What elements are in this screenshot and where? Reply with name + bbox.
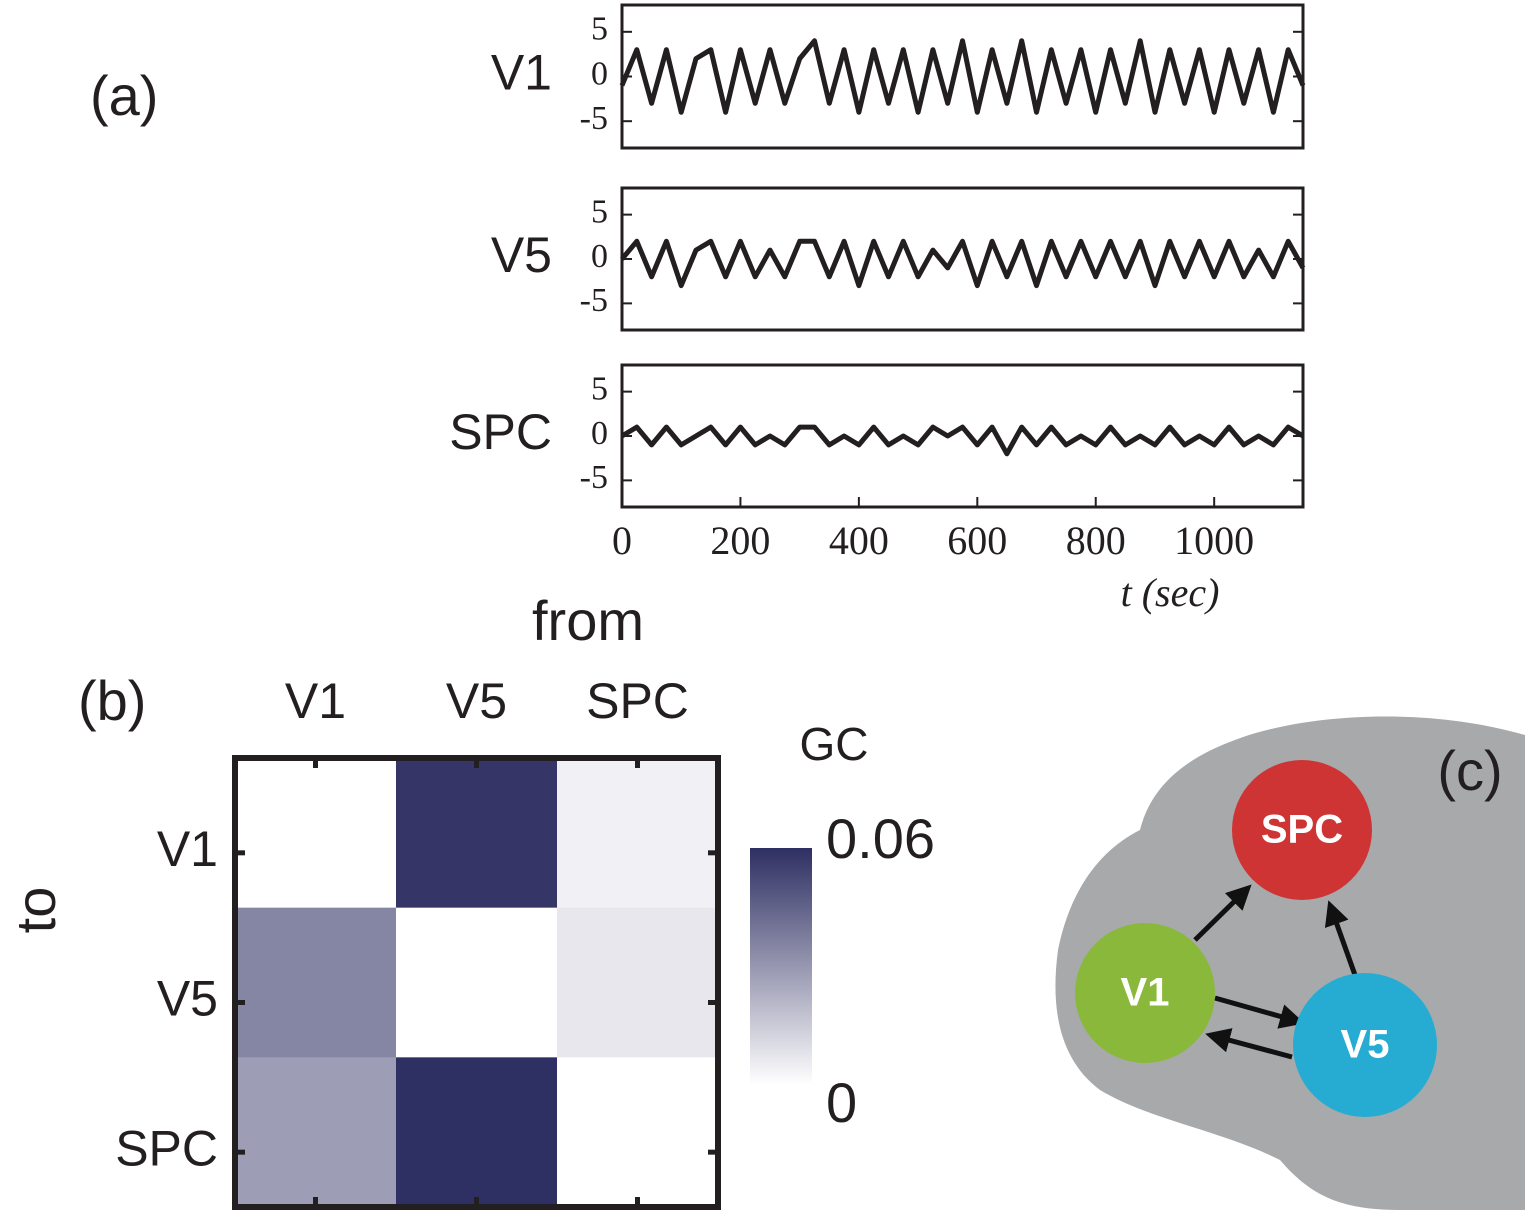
y-tick-label: 0 <box>591 415 608 452</box>
arrow <box>1205 1028 1293 1060</box>
heatmap-cell <box>557 1057 719 1208</box>
colorbar-label: GC <box>800 718 869 770</box>
y-tick-label: 5 <box>591 370 608 407</box>
heatmap-cell <box>235 1057 397 1208</box>
colorbar <box>750 848 812 1085</box>
panel-label: (a) <box>90 64 158 127</box>
x-tick-label: 600 <box>947 518 1007 563</box>
signal-line <box>620 424 1305 457</box>
heatmap-cell <box>235 907 397 1058</box>
x-tick-label: 400 <box>829 518 889 563</box>
heatmap-cell <box>396 758 558 909</box>
heatmap-cell <box>396 907 558 1058</box>
node <box>1075 923 1215 1063</box>
plot-frame <box>620 3 1305 150</box>
panel-label: (c) <box>1437 739 1502 802</box>
y-tick-label: 0 <box>591 55 608 92</box>
node <box>1232 760 1372 900</box>
plot-frame <box>620 186 1305 332</box>
arrow <box>1193 884 1252 942</box>
y-tick-label: -5 <box>580 282 608 319</box>
node-label: V5 <box>1341 1023 1390 1067</box>
x-tick-label: 1000 <box>1174 518 1254 563</box>
diagram: (c) SPC V1 V5 <box>1055 716 1525 1210</box>
node-label: SPC <box>1261 808 1343 852</box>
y-tick-label: -5 <box>580 459 608 496</box>
heatmap-cell <box>396 1057 558 1208</box>
x-tick-label: 800 <box>1066 518 1126 563</box>
colorbar-tick-label: 0 <box>826 1071 857 1134</box>
y-axis-label: SPC <box>449 404 552 460</box>
heatmap-cell <box>235 758 397 909</box>
arrow <box>1214 995 1305 1029</box>
y-tick-label: -5 <box>580 100 608 137</box>
signal-line <box>620 238 1306 289</box>
y-axis-label: to <box>4 887 67 934</box>
x-tick-label: 200 <box>710 518 770 563</box>
arrow <box>1324 900 1358 976</box>
x-tick-label: SPC <box>586 673 689 729</box>
heatmap-cell <box>557 758 719 909</box>
x-axis-label: t (sec) <box>1121 570 1220 615</box>
y-axis-label: V1 <box>491 45 552 101</box>
y-tick-label: V1 <box>157 821 218 877</box>
x-axis-label: from <box>532 589 644 652</box>
y-axis-label: V5 <box>491 227 552 283</box>
y-tick-label: V5 <box>157 971 218 1027</box>
y-tick-label: 0 <box>591 238 608 275</box>
colorbar-tick-label: 0.06 <box>826 807 935 870</box>
node-label: V1 <box>1121 971 1170 1015</box>
y-tick-label: 5 <box>591 11 608 48</box>
y-tick-label: 5 <box>591 193 608 230</box>
signal-line <box>619 38 1306 115</box>
heatmap-cell <box>557 907 719 1058</box>
x-tick-label: V5 <box>446 673 507 729</box>
x-tick-label: V1 <box>285 673 346 729</box>
panel-label: (b) <box>78 669 146 732</box>
y-tick-label: SPC <box>115 1120 218 1176</box>
x-tick-label: 0 <box>612 518 632 563</box>
node <box>1293 973 1437 1117</box>
